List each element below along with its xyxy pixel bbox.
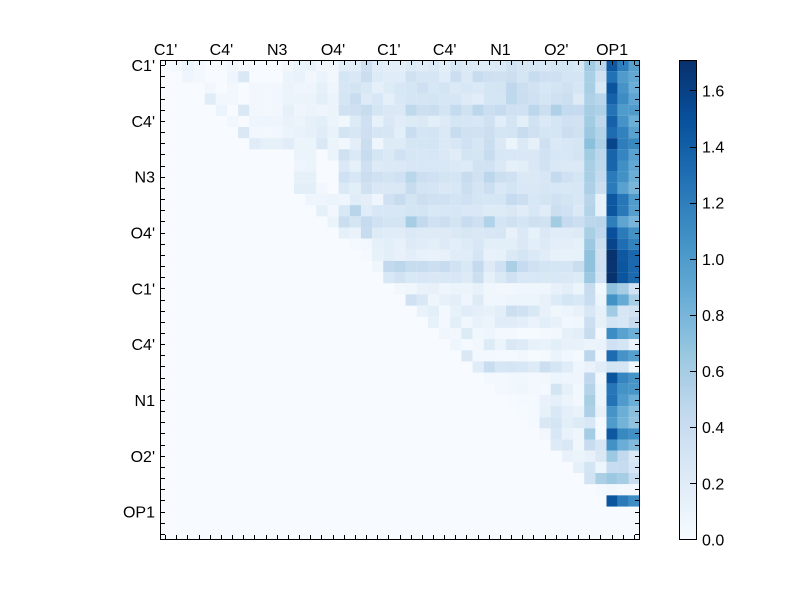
svg-text:C1': C1'	[131, 281, 155, 298]
svg-text:C4': C4'	[210, 42, 234, 59]
svg-text:0.8: 0.8	[702, 308, 724, 325]
svg-text:1.4: 1.4	[702, 140, 724, 157]
svg-text:C4': C4'	[131, 114, 155, 131]
svg-text:OP1: OP1	[596, 42, 628, 59]
svg-text:N1: N1	[490, 42, 511, 59]
svg-text:0.6: 0.6	[702, 364, 724, 381]
svg-text:C1': C1'	[131, 58, 155, 75]
svg-text:C4': C4'	[131, 337, 155, 354]
svg-text:0.0: 0.0	[702, 533, 724, 550]
svg-text:O2': O2'	[544, 42, 568, 59]
svg-text:C1': C1'	[154, 42, 178, 59]
svg-text:N1: N1	[135, 393, 156, 410]
svg-text:OP1: OP1	[123, 505, 155, 522]
svg-text:O2': O2'	[131, 449, 155, 466]
svg-text:O4': O4'	[131, 226, 155, 243]
svg-text:C4': C4'	[433, 42, 457, 59]
svg-text:0.2: 0.2	[702, 476, 724, 493]
svg-text:1.2: 1.2	[702, 196, 724, 213]
svg-text:C1': C1'	[377, 42, 401, 59]
svg-text:1.6: 1.6	[702, 83, 724, 100]
svg-text:1.0: 1.0	[702, 252, 724, 269]
svg-text:N3: N3	[135, 170, 156, 187]
svg-text:O4': O4'	[321, 42, 345, 59]
svg-text:0.4: 0.4	[702, 420, 724, 437]
svg-text:N3: N3	[267, 42, 288, 59]
